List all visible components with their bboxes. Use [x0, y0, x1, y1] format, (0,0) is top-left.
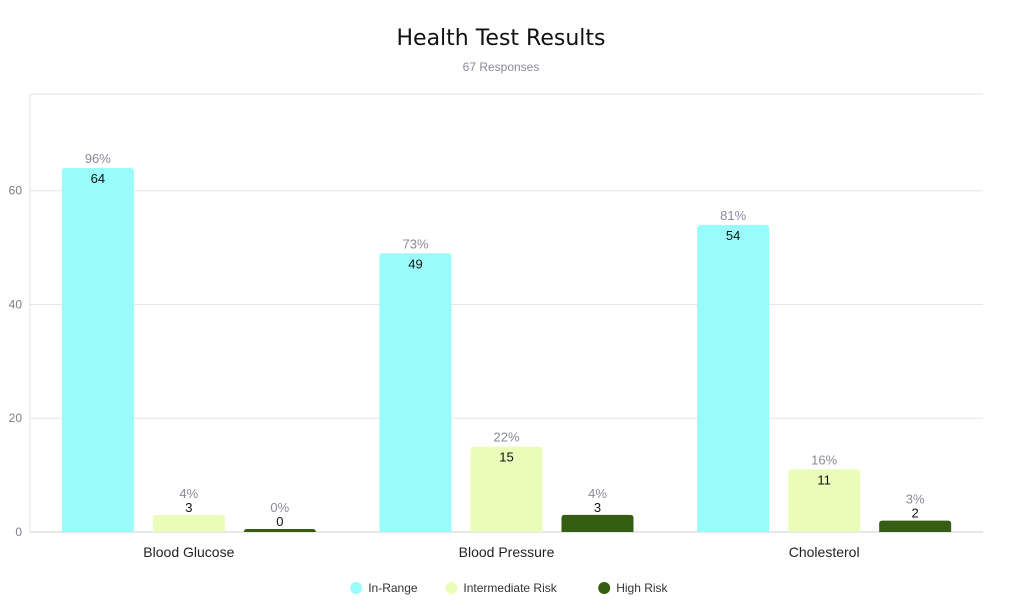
data-label-percent: 73%: [402, 236, 428, 251]
x-category-label: Cholesterol: [789, 544, 860, 560]
x-category-label: Blood Glucose: [143, 544, 234, 560]
data-label-percent: 96%: [85, 151, 111, 166]
bar[interactable]: [788, 469, 861, 532]
legend: In-Range Intermediate Risk High Risk: [350, 581, 669, 595]
legend-label: Intermediate Risk: [463, 581, 557, 595]
bar[interactable]: [470, 446, 543, 532]
data-label-count: 2: [912, 506, 919, 521]
data-label-count: 11: [817, 472, 831, 487]
legend-label: High Risk: [616, 581, 668, 595]
data-label-percent: 0%: [270, 500, 289, 515]
legend-label: In-Range: [368, 581, 418, 595]
data-label-count: 3: [594, 500, 601, 515]
y-tick-label: 20: [9, 411, 23, 425]
bar[interactable]: [879, 520, 952, 532]
bars-layer: [61, 167, 952, 533]
legend-swatch: [350, 582, 363, 594]
data-label-count: 15: [499, 450, 513, 465]
y-tick-label: 60: [9, 184, 23, 198]
data-label-count: 3: [185, 500, 192, 515]
data-label-percent: 4%: [588, 486, 607, 501]
data-label-percent: 81%: [720, 208, 746, 223]
chart-title: Health Test Results: [397, 26, 606, 51]
bar[interactable]: [697, 224, 770, 532]
data-label-percent: 3%: [906, 492, 925, 507]
bar[interactable]: [243, 529, 316, 532]
data-label-count: 64: [91, 171, 105, 186]
data-label-percent: 22%: [493, 430, 519, 445]
bar[interactable]: [379, 253, 452, 533]
legend-swatch: [445, 582, 458, 594]
bar[interactable]: [61, 167, 134, 532]
bar[interactable]: [561, 514, 634, 532]
y-tick-label: 0: [15, 525, 22, 539]
legend-swatch: [598, 582, 611, 594]
data-label-count: 0: [276, 514, 283, 529]
x-category-label: Blood Pressure: [459, 544, 555, 560]
data-label-count: 54: [726, 228, 740, 243]
bar[interactable]: [152, 514, 225, 532]
y-tick-label: 40: [9, 297, 23, 311]
data-label-percent: 16%: [811, 452, 837, 467]
chart-subtitle: 67 Responses: [463, 60, 540, 74]
data-label-percent: 4%: [179, 486, 198, 501]
data-label-count: 49: [408, 256, 422, 271]
